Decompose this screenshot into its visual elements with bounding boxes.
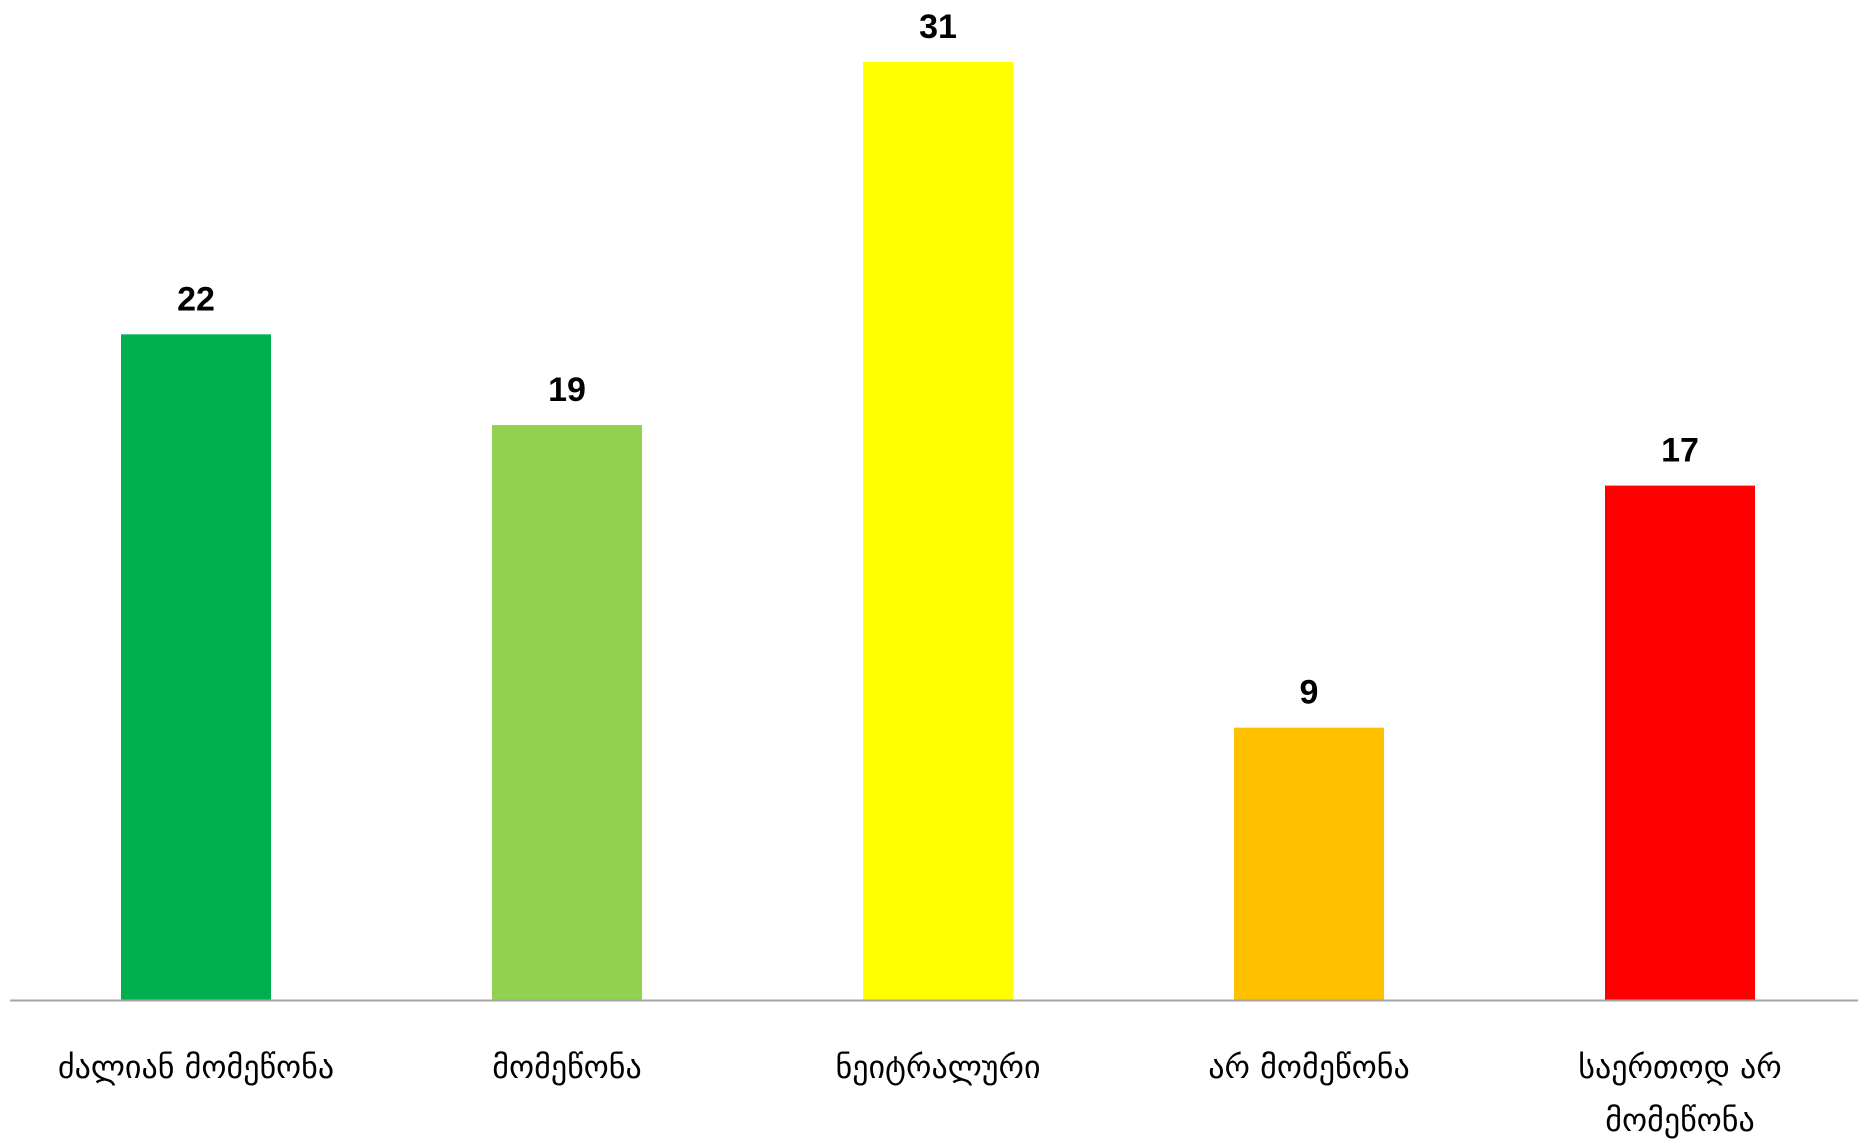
bar-2 — [492, 425, 642, 1000]
bar-3 — [863, 62, 1013, 1000]
bar-1 — [121, 334, 271, 1000]
category-label-line: საერთოდ არ — [1578, 1048, 1782, 1086]
category-label-4: არ მომეწონა — [1208, 1048, 1409, 1086]
category-label-line: მომეწონა — [492, 1048, 642, 1086]
value-label-1: 22 — [177, 280, 215, 318]
category-label-2: მომეწონა — [492, 1048, 642, 1086]
value-label-5: 17 — [1661, 432, 1699, 470]
bars-group — [121, 62, 1755, 1000]
category-label-line: არ მომეწონა — [1208, 1048, 1409, 1086]
category-label-5: საერთოდ არ მომეწონა — [1578, 1048, 1782, 1139]
value-label-3: 31 — [919, 8, 957, 46]
value-label-2: 19 — [548, 371, 586, 409]
category-label-line: ნეიტრალური — [836, 1048, 1041, 1086]
category-labels-group: ძალიან მომეწონა მომეწონა ნეიტრალური არ მომე… — [58, 1048, 1782, 1139]
bar-4 — [1234, 727, 1384, 1000]
category-label-line: ძალიან მომეწონა — [58, 1048, 334, 1086]
category-label-1: ძალიან მომეწონა — [58, 1048, 334, 1086]
category-label-3: ნეიტრალური — [836, 1048, 1041, 1086]
value-label-4: 9 — [1300, 674, 1319, 712]
category-label-line: მომეწონა — [1605, 1101, 1755, 1139]
bar-5 — [1605, 485, 1755, 1000]
value-labels-group: 22 19 31 9 17 — [177, 8, 1699, 712]
